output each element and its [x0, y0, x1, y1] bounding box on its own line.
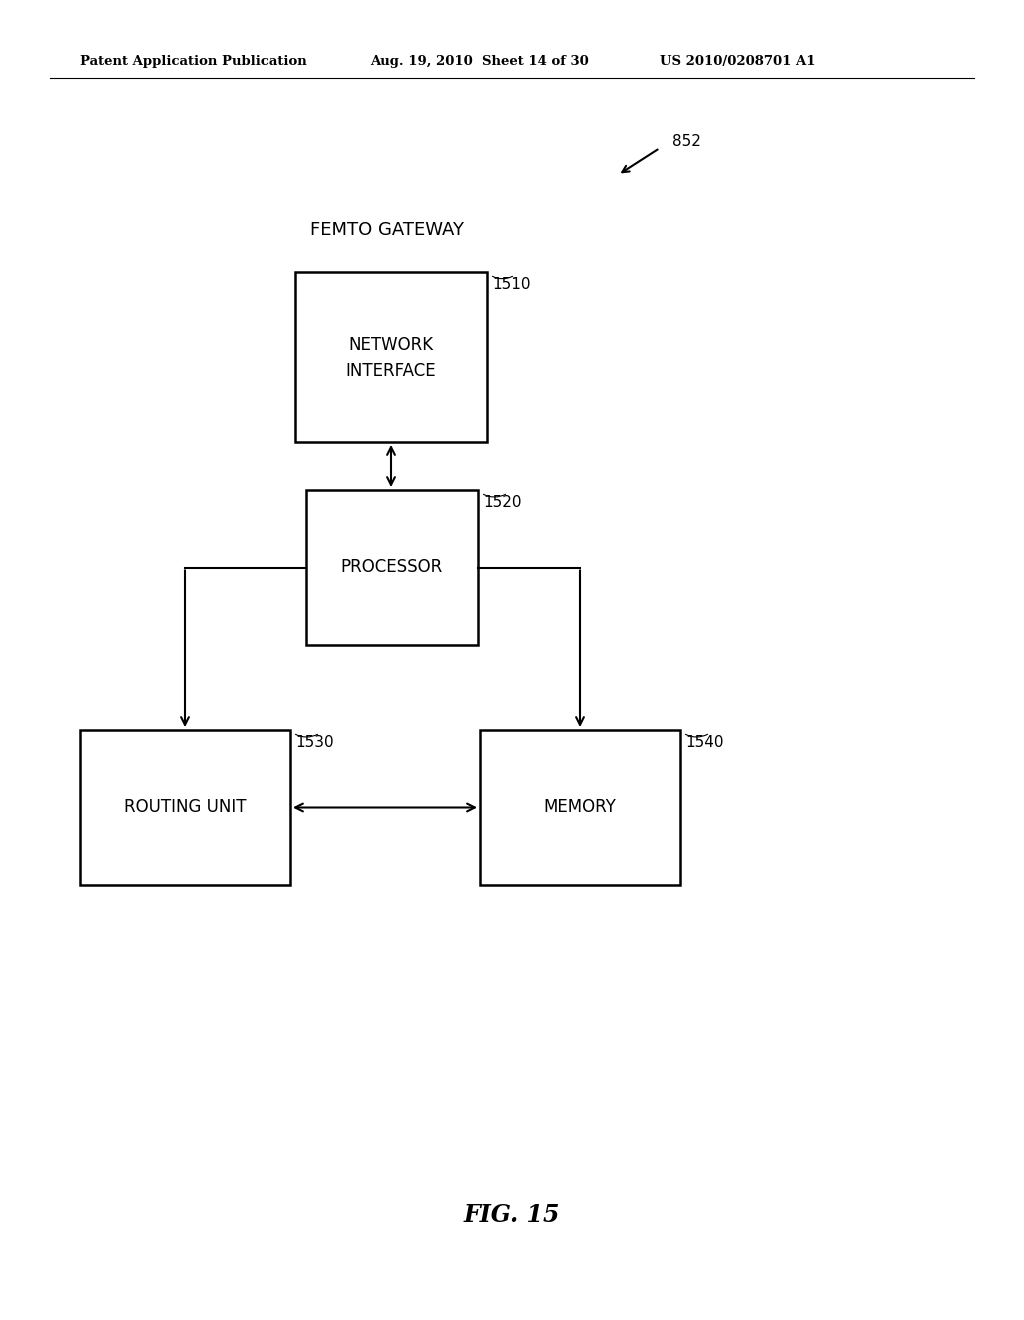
Text: Aug. 19, 2010  Sheet 14 of 30: Aug. 19, 2010 Sheet 14 of 30: [370, 55, 589, 69]
Text: FEMTO GATEWAY: FEMTO GATEWAY: [310, 220, 464, 239]
Bar: [306, 490, 478, 645]
Text: 852: 852: [672, 135, 700, 149]
Text: 1530: 1530: [295, 735, 334, 750]
Text: NETWORK: NETWORK: [348, 337, 433, 354]
Text: 1520: 1520: [483, 495, 521, 510]
Text: FIG. 15: FIG. 15: [464, 1203, 560, 1228]
Bar: [80, 730, 290, 884]
Bar: [480, 730, 680, 884]
Text: ROUTING UNIT: ROUTING UNIT: [124, 799, 246, 817]
Text: US 2010/0208701 A1: US 2010/0208701 A1: [660, 55, 815, 69]
Bar: [295, 272, 487, 442]
Text: PROCESSOR: PROCESSOR: [341, 558, 443, 577]
Text: INTERFACE: INTERFACE: [346, 362, 436, 380]
Text: MEMORY: MEMORY: [544, 799, 616, 817]
Text: Patent Application Publication: Patent Application Publication: [80, 55, 307, 69]
Text: 1540: 1540: [685, 735, 724, 750]
Text: 1510: 1510: [492, 277, 530, 292]
